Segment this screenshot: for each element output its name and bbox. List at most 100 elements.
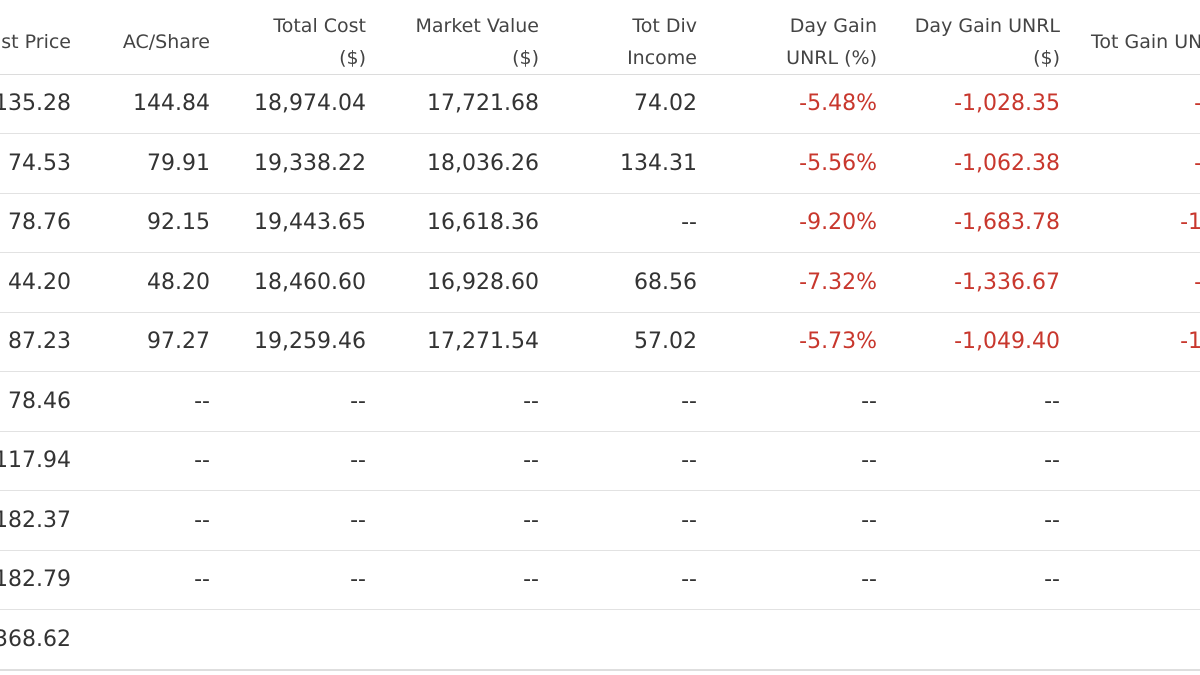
cell-market-value: -- <box>523 388 539 414</box>
column-header-label: Market Value <box>415 15 539 37</box>
cell-total-cost: 19,338.22 <box>254 150 366 176</box>
column-header-label: Day Gain <box>789 15 877 37</box>
column-header-day-gain-unrl-usd[interactable]: Day Gain UNRL ($) <box>885 0 1060 74</box>
cell-tot-div-income: -- <box>681 448 697 473</box>
table-row[interactable]: 117.94 -- -- -- -- -- -- <box>0 431 1200 491</box>
column-header-tot-div-income[interactable]: Tot Div Income <box>547 0 697 74</box>
cell-day-gain-unrl-usd: -- <box>1044 567 1060 592</box>
cell-market-value: -- <box>523 448 539 473</box>
cell-total-cost: 18,460.60 <box>254 269 366 295</box>
cell-tot-gain-unrl: -8.3 <box>1062 253 1200 312</box>
cell-tot-div-income: 134.31 <box>620 150 697 176</box>
cell-market-value: 16,618.36 <box>427 210 539 235</box>
cell-ac-share: -- <box>194 567 210 592</box>
cell-day-gain-unrl-pct: -- <box>861 507 877 533</box>
cell-last-price: 368.62 <box>0 626 71 652</box>
cell-market-value: 18,036.26 <box>427 150 539 176</box>
cell-ac-share: 92.15 <box>147 210 210 235</box>
cell-last-price: 87.23 <box>8 329 71 354</box>
cell-market-value: -- <box>523 507 539 533</box>
cell-day-gain-unrl-usd: -- <box>1044 448 1060 473</box>
cell-market-value <box>374 610 539 669</box>
cell-ac-share: -- <box>194 388 210 414</box>
cell-last-price: 78.76 <box>8 210 71 235</box>
column-header-ac-share[interactable]: AC/Share <box>80 0 210 74</box>
cell-tot-gain-unrl: -14.5 <box>1180 210 1200 235</box>
cell-day-gain-unrl-pct: -5.73% <box>799 329 877 354</box>
cell-last-price: 74.53 <box>8 150 71 176</box>
cell-tot-div-income: -- <box>681 567 697 592</box>
cell-day-gain-unrl-pct <box>707 610 877 669</box>
column-header-sublabel: UNRL (%) <box>786 47 877 69</box>
cell-total-cost: 19,443.65 <box>254 210 366 235</box>
cell-ac-share <box>80 610 210 669</box>
cell-tot-gain-unrl <box>1062 372 1200 431</box>
cell-day-gain-unrl-pct: -- <box>861 448 877 473</box>
table-row[interactable]: 182.37 -- -- -- -- -- -- <box>0 491 1200 551</box>
cell-day-gain-unrl-usd: -1,028.35 <box>954 91 1060 116</box>
table-row[interactable]: 135.28 144.84 18,974.04 17,721.68 74.02 -5.48… <box>0 74 1200 134</box>
column-header-day-gain-unrl-pct[interactable]: Day Gain UNRL (%) <box>707 0 877 74</box>
column-header-label: Last Price <box>0 31 71 53</box>
cell-tot-gain-unrl <box>1062 550 1200 609</box>
table-row[interactable]: 368.62 <box>0 610 1200 671</box>
column-header-label: Tot Div <box>632 15 697 37</box>
cell-day-gain-unrl-usd: -1,049.40 <box>954 329 1060 354</box>
cell-last-price: 117.94 <box>0 448 71 473</box>
table-row[interactable]: 87.23 97.27 19,259.46 17,271.54 57.02 -5.73% -… <box>0 312 1200 372</box>
cell-tot-div-income: 68.56 <box>634 269 697 295</box>
cell-last-price: 78.46 <box>8 388 71 414</box>
cell-day-gain-unrl-usd: -- <box>1044 388 1060 414</box>
cell-ac-share: -- <box>194 507 210 533</box>
cell-tot-gain-unrl <box>1062 431 1200 490</box>
cell-total-cost: -- <box>350 567 366 592</box>
table-row[interactable]: 74.53 79.91 19,338.22 18,036.26 134.31 -5.56%… <box>0 134 1200 194</box>
cell-last-price: 44.20 <box>8 269 71 295</box>
table-row[interactable]: 78.46 -- -- -- -- -- -- <box>0 372 1200 432</box>
cell-tot-gain-unrl: -10.3 <box>1180 329 1200 354</box>
cell-ac-share: 144.84 <box>133 91 210 116</box>
cell-ac-share: 97.27 <box>147 329 210 354</box>
cell-total-cost: 19,259.46 <box>254 329 366 354</box>
column-header-sublabel: ($) <box>1033 47 1060 69</box>
column-header-label: Tot Gain UNRL <box>1091 31 1200 53</box>
table-row[interactable]: 182.79 -- -- -- -- -- -- <box>0 550 1200 610</box>
column-header-sublabel: ($) <box>512 47 539 69</box>
column-header-market-value[interactable]: Market Value ($) <box>374 0 539 74</box>
cell-day-gain-unrl-pct: -- <box>861 567 877 592</box>
table-row[interactable]: 78.76 92.15 19,443.65 16,618.36 -- -9.20% -1,6… <box>0 193 1200 253</box>
cell-tot-gain-unrl: -6.6 <box>1062 74 1200 133</box>
cell-market-value: 17,721.68 <box>427 91 539 116</box>
cell-day-gain-unrl-usd: -1,683.78 <box>954 210 1060 235</box>
column-header-label: Total Cost <box>273 15 366 37</box>
cell-tot-div-income: 74.02 <box>634 91 697 116</box>
cell-ac-share: -- <box>194 448 210 473</box>
cell-last-price: 182.37 <box>0 507 71 533</box>
cell-day-gain-unrl-usd <box>885 610 1060 669</box>
column-header-total-cost[interactable]: Total Cost ($) <box>216 0 366 74</box>
column-header-tot-gain-unrl[interactable]: Tot Gain UNRL <box>1091 0 1200 74</box>
cell-tot-gain-unrl: -6.7 <box>1062 134 1200 193</box>
cell-total-cost: -- <box>350 388 366 414</box>
column-header-sublabel: Income <box>627 47 697 69</box>
cell-tot-div-income: -- <box>681 210 697 235</box>
cell-tot-gain-unrl <box>1062 610 1200 669</box>
cell-market-value: -- <box>523 567 539 592</box>
column-header-label: AC/Share <box>122 31 210 53</box>
cell-day-gain-unrl-usd: -- <box>1044 507 1060 533</box>
cell-day-gain-unrl-pct: -- <box>861 388 877 414</box>
column-header-last-price[interactable]: Last Price <box>0 0 71 74</box>
cell-total-cost <box>216 610 366 669</box>
cell-total-cost: -- <box>350 507 366 533</box>
cell-ac-share: 48.20 <box>147 269 210 295</box>
table-row[interactable]: 44.20 48.20 18,460.60 16,928.60 68.56 -7.32% -… <box>0 253 1200 313</box>
cell-total-cost: 18,974.04 <box>254 91 366 116</box>
cell-day-gain-unrl-usd: -1,062.38 <box>954 150 1060 176</box>
cell-market-value: 16,928.60 <box>427 269 539 295</box>
cell-total-cost: -- <box>350 448 366 473</box>
column-header-label: Day Gain UNRL <box>914 15 1060 37</box>
cell-day-gain-unrl-pct: -5.56% <box>799 150 877 176</box>
cell-day-gain-unrl-usd: -1,336.67 <box>954 269 1060 295</box>
